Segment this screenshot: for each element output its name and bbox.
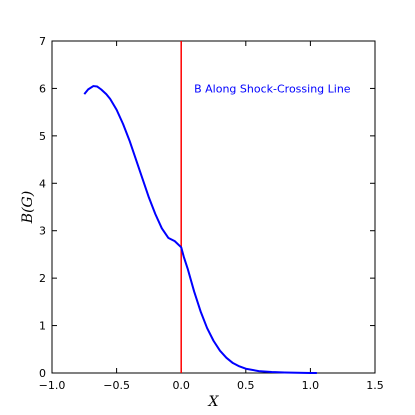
y-tick-label: 3 <box>39 225 46 238</box>
y-tick-label: 5 <box>39 130 46 143</box>
plot-area <box>51 40 376 374</box>
y-tick-label: 7 <box>39 35 46 48</box>
x-tick-label: 0.5 <box>237 379 255 392</box>
x-tick-label: 1.5 <box>366 379 384 392</box>
y-tick-label: 4 <box>39 177 46 190</box>
x-tick-label: 0.0 <box>172 379 190 392</box>
chart-annotation: B Along Shock-Crossing Line <box>194 82 351 95</box>
x-axis-label: X <box>208 394 220 410</box>
y-tick-label: 6 <box>39 82 46 95</box>
series-group <box>83 85 317 374</box>
y-axis-label: B(G) <box>20 191 36 224</box>
y-tick-label: 1 <box>39 320 46 333</box>
x-tick-label: −0.5 <box>103 379 130 392</box>
x-tick-label: 1.0 <box>302 379 320 392</box>
y-tick-label: 0 <box>39 367 46 380</box>
x-tick-label: −1.0 <box>39 379 66 392</box>
y-axis-ticks: 0 1 2 3 4 5 6 7 <box>39 35 375 380</box>
series-line <box>83 85 317 374</box>
y-tick-label: 2 <box>39 272 46 285</box>
